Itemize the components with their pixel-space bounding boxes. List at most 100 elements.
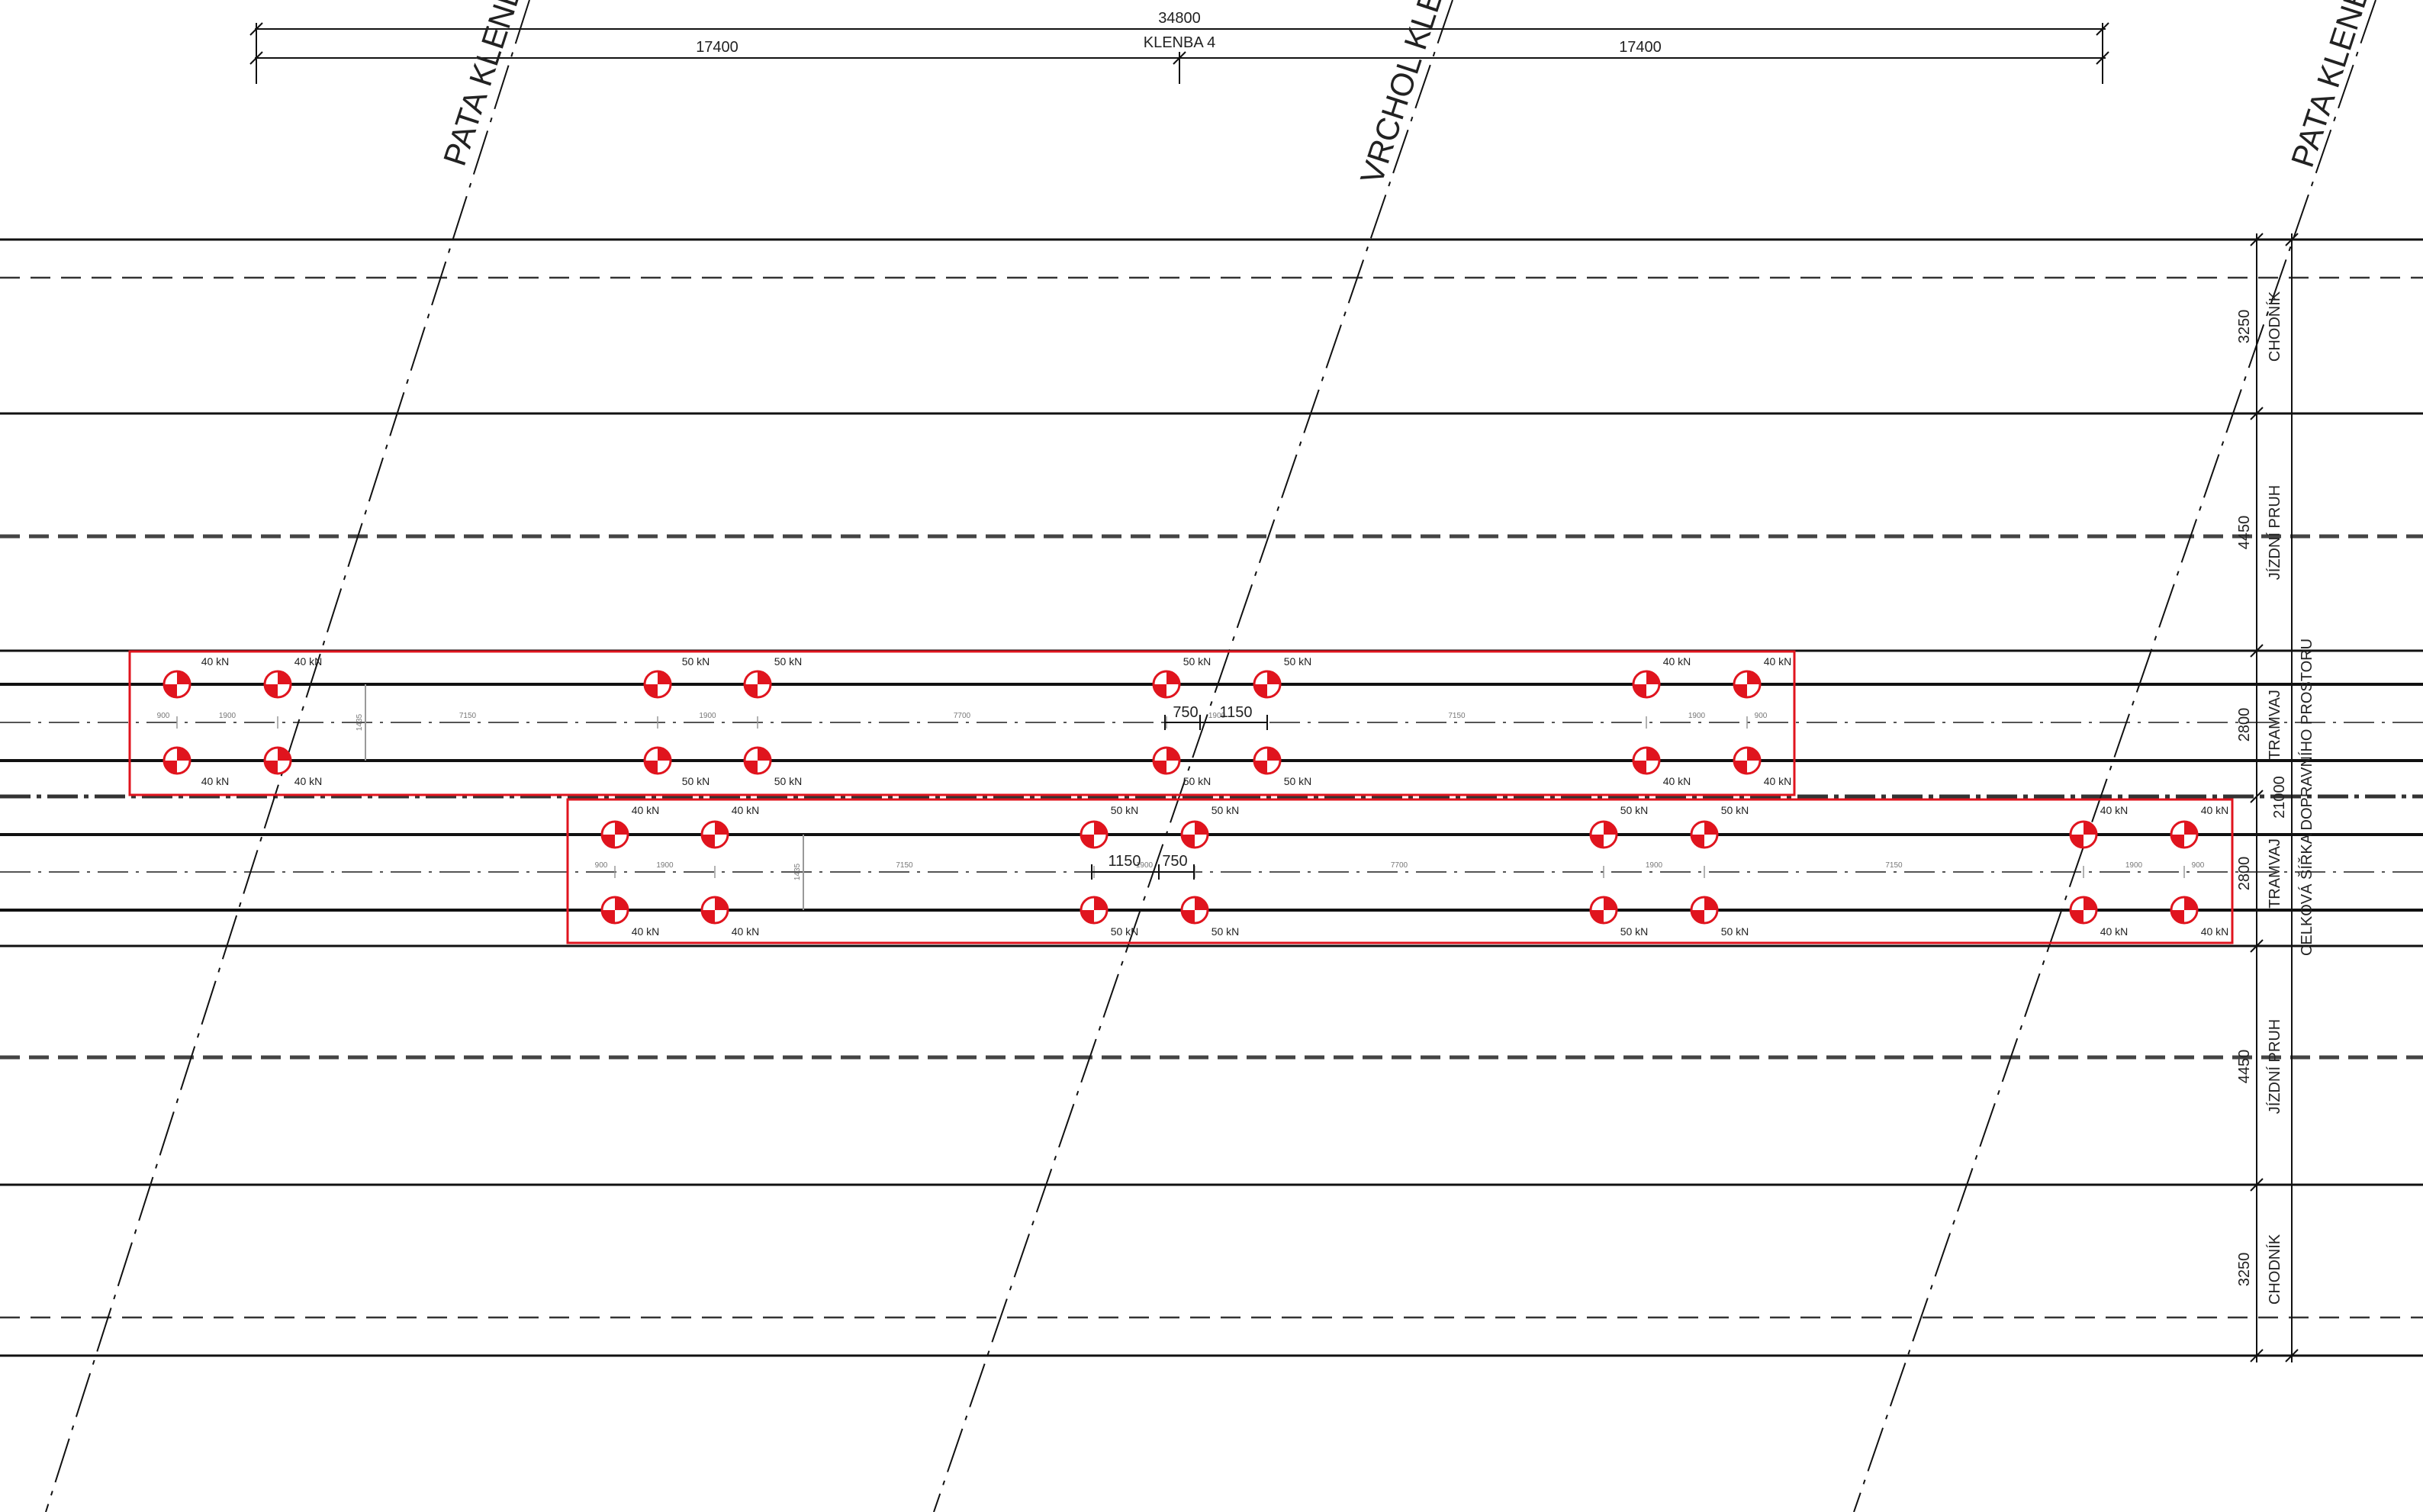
tram_lower-axle-7-top-label: 40 kN: [2100, 804, 2129, 816]
tram_upper-axle-7-bottom-load: [1632, 746, 1661, 775]
cross-section-dimensions: 3250 CHODNÍK 4450 JÍZDNÍ PRUH 2800 TRAMV…: [2236, 233, 2315, 1362]
lane-5-label: JÍZDNÍ PRUH: [2266, 1019, 2283, 1114]
lane-4-dim: 2800: [2236, 857, 2253, 891]
tram_lower-spacing-8: 1900: [2125, 861, 2143, 870]
tram_upper-spacing-8: 1900: [1688, 712, 1706, 720]
lane-2-label: JÍZDNÍ PRUH: [2266, 485, 2283, 580]
tram_upper-spacing-5: 7700: [954, 712, 971, 720]
tram_upper-spacing-7: 7150: [1448, 712, 1466, 720]
label-left-springing: PATA KLENBY: [436, 0, 536, 170]
tram_lower-spacing-2: 1900: [656, 861, 674, 870]
tram_upper-axle-8-bottom-label: 40 kN: [1764, 775, 1792, 787]
tram_lower-axle-5-top-load: [1589, 820, 1618, 849]
tram_lower-spacing-4: 1900: [1136, 861, 1154, 870]
tram_lower-axle-3-bottom-label: 50 kN: [1111, 925, 1139, 938]
tram_upper-axle-3-bottom-label: 50 kN: [682, 775, 710, 787]
tram_upper-axle-7-top-label: 40 kN: [1663, 655, 1691, 668]
callout-upper-right: 1150: [1219, 704, 1252, 721]
tram_upper-axle-6-bottom-load: [1253, 746, 1282, 775]
tram_upper-axle-6-top-label: 50 kN: [1284, 655, 1312, 668]
tram_lower-axle-8-top-load: [2170, 820, 2199, 849]
tram_upper-spacing-3: 7150: [459, 712, 477, 720]
tram_lower-axle-3-top-label: 50 kN: [1111, 804, 1139, 816]
gauge-text-lower: 1435: [793, 863, 802, 880]
tram_upper-axle-4-bottom-label: 50 kN: [774, 775, 803, 787]
tram_upper-axle-1-bottom-label: 40 kN: [201, 775, 230, 787]
tram_lower-axle-6-top-load: [1690, 820, 1719, 849]
lane-3-label: TRAMVAJ: [2267, 690, 2283, 760]
tram_lower-axle-1-top-label: 40 kN: [632, 804, 660, 816]
tram_lower-axle-4-bottom-label: 50 kN: [1212, 925, 1240, 938]
arch-name-text: KLENBA 4: [1144, 34, 1216, 51]
lane-4-label: TRAMVAJ: [2267, 838, 2283, 909]
tram_lower-axle-2-top-label: 40 kN: [732, 804, 760, 816]
tram_upper-axle-1-bottom-load: [162, 746, 191, 775]
tram_upper-axle-6-top-load: [1253, 670, 1282, 699]
tram_lower-axle-1-bottom-load: [600, 896, 629, 925]
tram_lower-axle-4-bottom-load: [1180, 896, 1209, 925]
tram_upper-axle-6-bottom-label: 50 kN: [1284, 775, 1312, 787]
dim-right-half-text: 17400: [1619, 39, 1662, 56]
tram_lower-spacing-9: 900: [2192, 861, 2205, 870]
tram-load-model-upper: 1435 40 kN 40 kN 40 kN 40 kN 50 kN 50 kN 50 kN…: [128, 650, 1796, 796]
arch-axes: PATA KLENBY VRCHOL KLENBY PATA KLENBY: [45, 0, 2383, 1512]
tram_upper-axle-4-bottom-load: [743, 746, 772, 775]
tram-outline-upper: [128, 650, 1796, 796]
tram_upper-axle-2-top-load: [263, 670, 292, 699]
tram_lower-axle-5-bottom-load: [1589, 896, 1618, 925]
tram_upper-axle-8-top-label: 40 kN: [1764, 655, 1792, 668]
gauge-text-upper: 1435: [356, 713, 364, 731]
tram_upper-axle-5-bottom-label: 50 kN: [1183, 775, 1212, 787]
tram_lower-axle-1-bottom-label: 40 kN: [632, 925, 660, 938]
tram_upper-axle-3-bottom-load: [643, 746, 672, 775]
total-width-dim: 21000: [2271, 776, 2288, 819]
tram_lower-axle-7-top-load: [2069, 820, 2098, 849]
tram_upper-axle-3-top-load: [643, 670, 672, 699]
tram_upper-axle-5-top-label: 50 kN: [1183, 655, 1212, 668]
tram_lower-axle-2-top-load: [700, 820, 729, 849]
dim-total-text: 34800: [1158, 10, 1201, 27]
lane-6-label: CHODNÍK: [2266, 1234, 2283, 1305]
callout-upper-left: 750: [1173, 704, 1198, 721]
tram_upper-axle-2-top-label: 40 kN: [294, 655, 323, 668]
tram_lower-axle-8-bottom-load: [2170, 896, 2199, 925]
tram_upper-axle-5-bottom-load: [1152, 746, 1181, 775]
tram_lower-spacing-6: 1900: [1646, 861, 1663, 870]
dim-left-half-text: 17400: [696, 39, 738, 56]
tram_lower-axle-7-bottom-load: [2069, 896, 2098, 925]
callout-lower-left: 1150: [1108, 853, 1141, 870]
tram_upper-spacing-2: 1900: [219, 712, 237, 720]
tram_lower-axle-7-bottom-label: 40 kN: [2100, 925, 2129, 938]
tram_upper-axle-7-top-load: [1632, 670, 1661, 699]
tram_upper-axle-2-bottom-load: [263, 746, 292, 775]
lane-2-dim: 4450: [2236, 516, 2253, 550]
tram_upper-spacing-9: 900: [1755, 712, 1768, 720]
tram_upper-axle-3-top-label: 50 kN: [682, 655, 710, 668]
tram_lower-axle-8-bottom-label: 40 kN: [2201, 925, 2229, 938]
tram_lower-axle-5-bottom-label: 50 kN: [1620, 925, 1649, 938]
tram_upper-spacing-4: 1900: [699, 712, 716, 720]
tram_lower-axle-6-bottom-load: [1690, 896, 1719, 925]
tram_upper-axle-1-top-load: [162, 670, 191, 699]
tram_lower-axle-2-bottom-load: [700, 896, 729, 925]
lane-6-dim: 3250: [2236, 1253, 2253, 1287]
tram-load-model-lower: 1435 40 kN 40 kN 40 kN 40 kN 50 kN 50 kN 50 kN…: [566, 798, 2234, 944]
tram_upper-axle-4-top-label: 50 kN: [774, 655, 803, 668]
tram_upper-axle-8-bottom-load: [1733, 746, 1762, 775]
callouts-upper: 750 1150: [1164, 704, 1268, 730]
axis-right-springing: [1853, 0, 2376, 1512]
top-dimension-total: 34800: [249, 10, 2109, 84]
tram_lower-axle-3-top-load: [1080, 820, 1109, 849]
top-dimension-halves: 17400 17400 KLENBA 4: [249, 34, 2109, 84]
label-right-springing: PATA KLENBY: [2284, 0, 2383, 172]
tram_lower-axle-3-bottom-load: [1080, 896, 1109, 925]
tram_upper-spacing-1: 900: [157, 712, 170, 720]
road-lines: [0, 238, 2423, 1357]
tram_lower-spacing-7: 7150: [1885, 861, 1903, 870]
lane-5-dim: 4450: [2236, 1050, 2253, 1084]
tram_lower-axle-4-top-load: [1180, 820, 1209, 849]
tram_lower-axle-4-top-label: 50 kN: [1212, 804, 1240, 816]
callout-lower-right: 750: [1162, 853, 1187, 870]
tram_lower-axle-5-top-label: 50 kN: [1620, 804, 1649, 816]
